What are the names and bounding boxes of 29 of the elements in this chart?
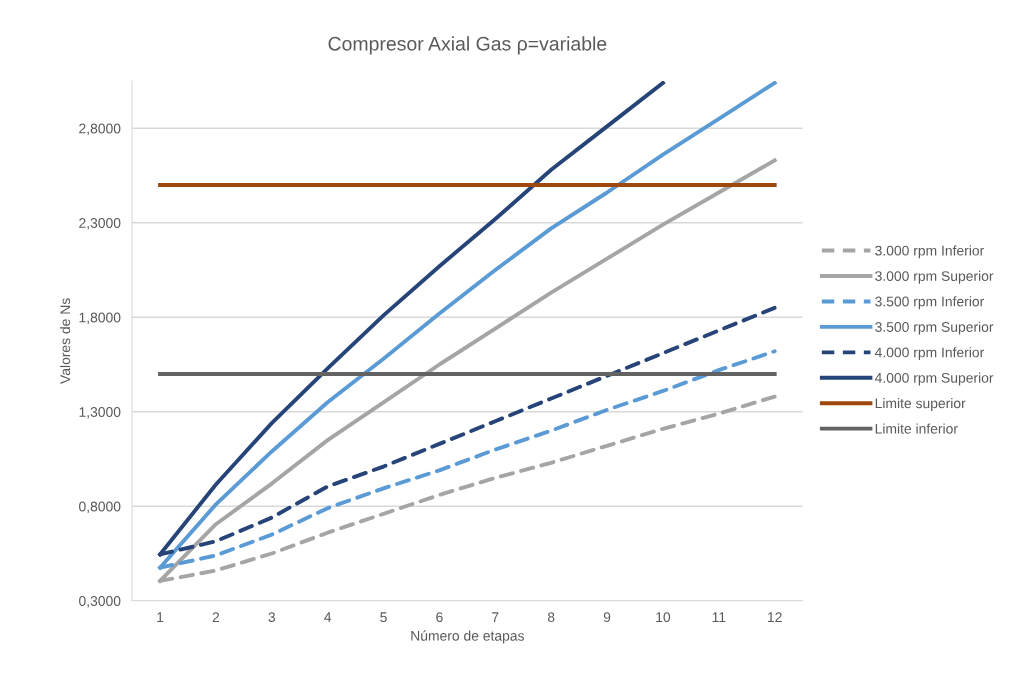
- x-tick-label: 3: [268, 612, 276, 623]
- legend-label: Limite inferior: [875, 423, 958, 434]
- y-tick-label: 0,8000: [79, 501, 121, 514]
- legend-label: 3.500 rpm Inferior: [875, 296, 985, 310]
- x-tick-label: 7: [492, 612, 499, 622]
- legend-label: 3.000 rpm Inferior: [875, 245, 985, 259]
- x-tick-label: 10: [656, 612, 671, 623]
- x-tick-label: 11: [712, 612, 726, 622]
- y-tick-label: 2,3000: [79, 218, 121, 230]
- legend-label: 4.000 rpm Inferior: [874, 347, 985, 361]
- x-tick-label: 4: [324, 612, 332, 622]
- x-tick-label: 6: [436, 612, 443, 623]
- legend-label: 4.000 rpm Superior: [874, 372, 994, 386]
- y-tick-label: 0,3000: [79, 596, 121, 608]
- legend-label: 3.500 rpm Superior: [875, 321, 994, 335]
- x-tick-label: 5: [380, 612, 387, 623]
- x-tick-label: 1: [157, 612, 164, 622]
- y-tick-label: 2,8000: [79, 123, 121, 136]
- legend-label: Limite superior: [875, 398, 966, 411]
- x-tick-label: 12: [768, 612, 782, 622]
- x-tick-label: 9: [603, 612, 611, 623]
- y-axis-title: Valores de Ns: [59, 298, 71, 384]
- x-axis-title: Número de etapas: [411, 630, 524, 644]
- y-tick-label: 1,3000: [79, 407, 121, 419]
- legend-label: 3.000 rpm Superior: [875, 270, 994, 284]
- x-tick-label: 8: [547, 612, 555, 623]
- y-tick-label: 1,8000: [79, 312, 121, 325]
- x-tick-label: 2: [212, 612, 220, 622]
- chart-title: Compresor Axial Gas ρ=variable: [328, 36, 607, 55]
